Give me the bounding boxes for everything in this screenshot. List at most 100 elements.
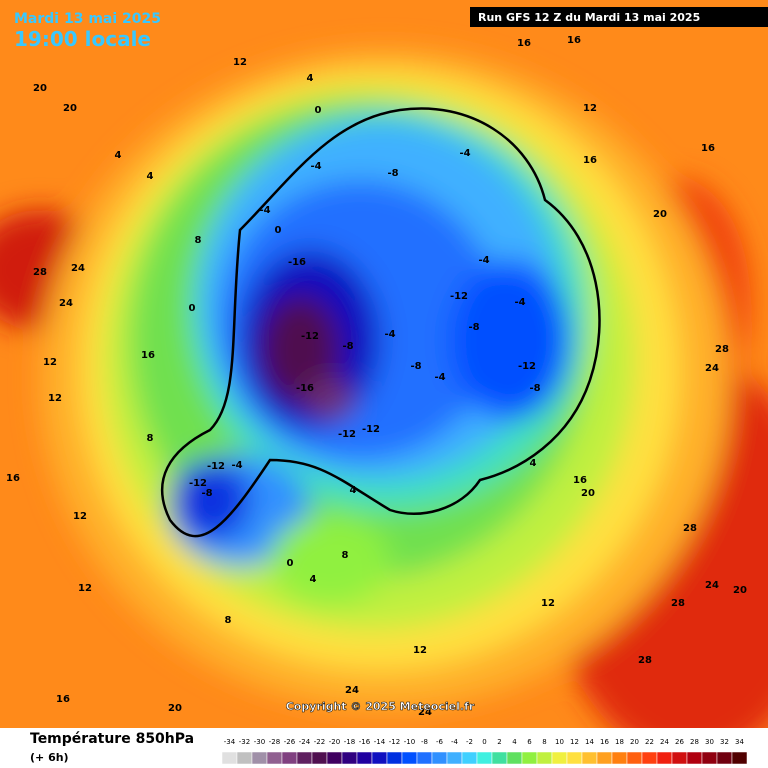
scale-swatch — [296, 751, 313, 765]
scale-swatch — [416, 751, 433, 765]
scale-label: 22 — [645, 738, 654, 746]
map-label: -4 — [231, 460, 242, 471]
scale-swatch — [641, 751, 658, 765]
scale-label: 16 — [600, 738, 609, 746]
scale-swatch — [521, 751, 538, 765]
scale-label: -30 — [254, 738, 265, 746]
scale-swatch — [476, 751, 493, 765]
map-label: 4 — [310, 574, 317, 585]
map-label: 20 — [33, 83, 47, 94]
map-label: 12 — [233, 57, 247, 68]
scale-label: -16 — [359, 738, 371, 746]
scale-label: -2 — [466, 738, 473, 746]
scale-label: -14 — [374, 738, 386, 746]
scale-label: 18 — [615, 738, 624, 746]
map-label: 12 — [73, 511, 87, 522]
map-label: -12 — [338, 429, 356, 440]
map-label: 4 — [350, 485, 357, 496]
local-time: 19:00 locale — [14, 27, 151, 51]
scale-swatch — [356, 751, 373, 765]
map-label: 12 — [583, 103, 597, 114]
lead-time: (+ 6h) — [30, 751, 69, 764]
map-label: 0 — [189, 303, 196, 314]
map-label: 24 — [71, 263, 85, 274]
scale-label: -6 — [436, 738, 444, 746]
scale-swatch — [731, 751, 748, 765]
map-label: 20 — [63, 103, 77, 114]
scale-label: -20 — [329, 738, 340, 746]
map-label: -12 — [207, 461, 225, 472]
scale-swatch — [581, 751, 598, 765]
map-label: 20 — [653, 209, 667, 220]
zero-isotherm — [160, 107, 601, 538]
map-label: 16 — [141, 350, 155, 361]
map-label: -8 — [468, 322, 479, 333]
map-label: 16 — [6, 473, 20, 484]
scale-swatch — [656, 751, 673, 765]
map-label: 4 — [115, 150, 122, 161]
scale-swatch — [566, 751, 583, 765]
scale-label: 32 — [720, 738, 729, 746]
scale-label: -26 — [284, 738, 296, 746]
scale-label: 26 — [675, 738, 684, 746]
map-label: -12 — [189, 478, 207, 489]
scale-swatch — [611, 751, 628, 765]
run-banner — [470, 7, 768, 27]
map-label: 28 — [683, 523, 697, 534]
map-label: -8 — [529, 383, 540, 394]
map-label: 16 — [56, 694, 70, 705]
scale-label: -22 — [314, 738, 325, 746]
map-label: 8 — [342, 550, 349, 561]
scale-swatch — [536, 751, 553, 765]
scale-swatch — [446, 751, 463, 765]
map-label: -4 — [478, 255, 489, 266]
map-label: -4 — [310, 161, 321, 172]
map-labels: 20 20 28 24 24 16 12 12 16 12 12 16 20 24 24 28 28 28 24 20… — [6, 35, 747, 718]
scale-label: -28 — [269, 738, 280, 746]
map-label: 24 — [705, 363, 719, 374]
scale-label: 4 — [512, 738, 517, 746]
map-label: -8 — [201, 488, 212, 499]
scale-swatch — [326, 751, 343, 765]
scale-swatch — [716, 751, 733, 765]
color-scale: -34 -32 -30 -28 -26 -24 -22 -20 -18 -16 -14 -12 -10-… — [221, 738, 748, 765]
date: Mardi 13 mai 2025 — [14, 11, 161, 27]
map-label: -4 — [434, 372, 445, 383]
scale-swatch — [701, 751, 718, 765]
map-label: 12 — [541, 598, 555, 609]
temperature-field — [0, 50, 768, 728]
map-label: 12 — [413, 645, 427, 656]
scale-label: -24 — [299, 738, 311, 746]
map-label: 0 — [315, 105, 322, 116]
scale-swatch — [491, 751, 508, 765]
scale-label: -4 — [451, 738, 459, 746]
map-label: 16 — [517, 38, 531, 49]
scale-label: 0 — [482, 738, 486, 746]
scale-label: 10 — [555, 738, 564, 746]
scale-swatch — [431, 751, 448, 765]
footer: Température 850hPa (+ 6h) -34 -32 -30 -28 -2… — [0, 728, 768, 768]
scale-swatch — [671, 751, 688, 765]
scale-label: 20 — [630, 738, 639, 746]
map-label: 4 — [147, 171, 154, 182]
field-title: Température 850hPa — [30, 731, 194, 747]
map-label: 4 — [530, 458, 537, 469]
map-label: -12 — [450, 291, 468, 302]
map-label: 12 — [48, 393, 62, 404]
scale-swatch — [266, 751, 283, 765]
map-label: 8 — [147, 433, 154, 444]
map: 20 20 28 24 24 16 12 12 16 12 12 16 20 24 24 28 28 28 24 20… — [0, 0, 768, 728]
map-label: 16 — [567, 35, 581, 46]
scale-label: -12 — [389, 738, 400, 746]
scale-label: 6 — [527, 738, 532, 746]
map-label: 16 — [573, 475, 587, 486]
map-label: -8 — [342, 341, 353, 352]
scale-label: -18 — [344, 738, 355, 746]
scale-swatch — [371, 751, 388, 765]
scale-label: -32 — [239, 738, 250, 746]
scale-swatch — [596, 751, 613, 765]
map-label: -16 — [296, 383, 314, 394]
scale-label: 34 — [735, 738, 744, 746]
map-label: 24 — [59, 298, 73, 309]
run-info: Run GFS 12 Z du Mardi 13 mai 2025 — [478, 11, 700, 24]
